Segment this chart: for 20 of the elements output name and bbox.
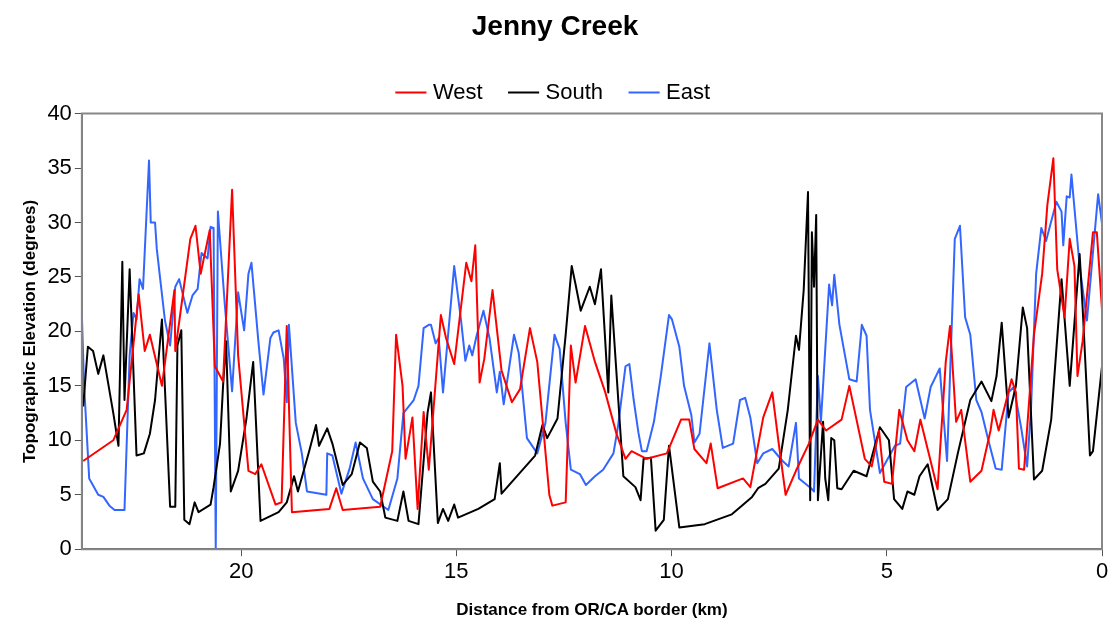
y-tick-label: 20 <box>47 317 72 343</box>
x-tick-label: 20 <box>228 558 254 584</box>
y-tick-label: 5 <box>59 480 72 506</box>
y-tick-label: 30 <box>47 208 72 234</box>
y-tick-label: 35 <box>47 154 72 180</box>
x-tick-label: 15 <box>444 558 469 584</box>
x-tick-label: 10 <box>659 558 684 584</box>
legend-label: East <box>666 78 711 104</box>
x-tick-label: 5 <box>880 558 893 584</box>
y-tick-label: 15 <box>47 371 72 397</box>
x-tick-label: 0 <box>1095 558 1109 584</box>
y-tick-label: 25 <box>47 263 72 289</box>
chart-title: Jenny Creek <box>471 9 639 41</box>
y-tick-label: 10 <box>47 426 72 452</box>
x-axis-title: Distance from OR/CA border (km) <box>456 600 728 620</box>
y-tick-label: 40 <box>47 99 72 125</box>
legend-label: South <box>545 78 604 104</box>
legend-label: West <box>432 78 483 104</box>
y-tick-label: 0 <box>59 535 72 561</box>
y-axis-title: Topographic Elevation (degrees) <box>19 199 39 464</box>
